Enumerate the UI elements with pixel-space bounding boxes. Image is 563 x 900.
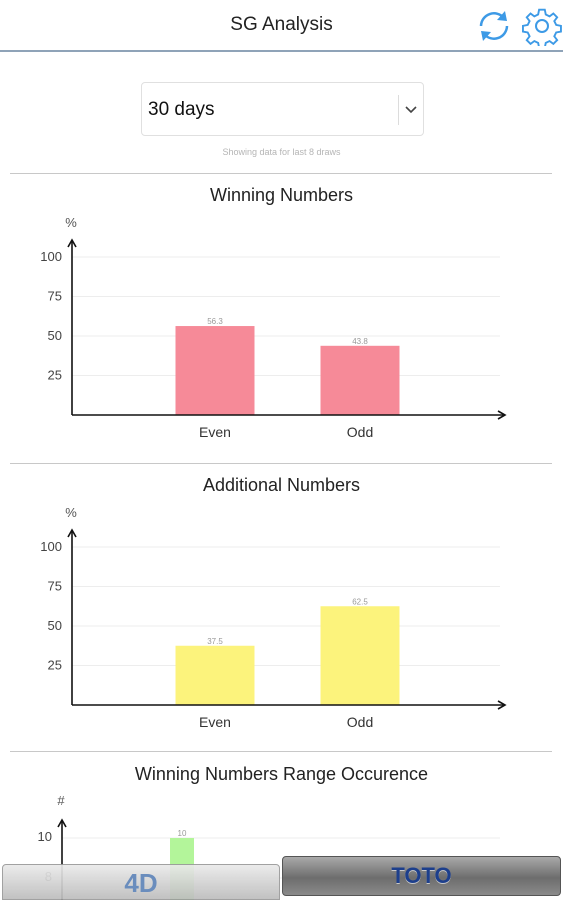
section-title-winning: Winning Numbers bbox=[209, 185, 354, 205]
y-tick-label: 75 bbox=[48, 289, 62, 304]
y-axis-arrow bbox=[57, 818, 67, 828]
chevron-down-icon bbox=[400, 101, 422, 119]
y-axis-arrow bbox=[67, 238, 77, 248]
data-label: 62.5 bbox=[352, 597, 368, 606]
x-tick-label: Even bbox=[199, 424, 231, 440]
section-title-range: Winning Numbers Range Occurence bbox=[134, 764, 429, 784]
x-tick-label: Odd bbox=[347, 424, 373, 440]
y-tick-label: 100 bbox=[40, 249, 62, 264]
period-select-value: 30 days bbox=[148, 99, 215, 120]
data-label: 37.5 bbox=[207, 637, 223, 646]
y-tick-label: 25 bbox=[48, 368, 62, 383]
y-axis-label: % bbox=[65, 215, 77, 230]
y-tick-label: 100 bbox=[40, 539, 62, 554]
gear-icon[interactable] bbox=[522, 6, 562, 49]
x-axis-arrow bbox=[497, 410, 507, 420]
y-tick-label: 50 bbox=[48, 328, 62, 343]
data-label: 10 bbox=[178, 829, 187, 838]
y-tick-label: 10 bbox=[38, 829, 52, 844]
app-title: SG Analysis bbox=[230, 14, 333, 35]
data-range-note: Showing data for last 8 draws bbox=[222, 147, 341, 157]
section-divider bbox=[10, 173, 552, 174]
refresh-icon[interactable] bbox=[474, 6, 514, 46]
y-axis-label: % bbox=[65, 505, 77, 520]
y-tick-label: 75 bbox=[48, 579, 62, 594]
section-title-additional: Additional Numbers bbox=[202, 475, 361, 495]
app-header: SG Analysis bbox=[0, 0, 563, 52]
x-tick-label: Even bbox=[199, 714, 231, 730]
section-divider bbox=[10, 463, 552, 464]
chart-additional-numbers: 25 50 75 100% 37.5 Even 62.5 Odd bbox=[0, 500, 563, 735]
bar-even bbox=[175, 326, 255, 415]
tab-4d[interactable]: 4D bbox=[2, 864, 280, 900]
data-label: 43.8 bbox=[352, 337, 368, 346]
section-divider bbox=[10, 751, 552, 752]
bottom-tab-bar: 4D TOTO bbox=[0, 856, 563, 900]
period-select[interactable]: 30 days bbox=[141, 82, 424, 136]
bar-odd bbox=[320, 345, 400, 415]
select-separator bbox=[398, 95, 399, 125]
chart-additional-svg: 25 50 75 100% 37.5 Even 62.5 Odd bbox=[40, 505, 507, 730]
bar-even bbox=[175, 645, 255, 705]
y-tick-label: 50 bbox=[48, 618, 62, 633]
chart-winning-numbers: 25 50 75 100% 56.3 Even 43.8 Odd bbox=[0, 210, 563, 445]
y-axis-label: # bbox=[57, 793, 65, 808]
bar-odd bbox=[320, 606, 400, 705]
x-tick-label: Odd bbox=[347, 714, 373, 730]
tab-toto[interactable]: TOTO bbox=[282, 856, 561, 896]
y-tick-label: 25 bbox=[48, 658, 62, 673]
data-label: 56.3 bbox=[207, 317, 223, 326]
y-axis-arrow bbox=[67, 528, 77, 538]
x-axis-arrow bbox=[497, 700, 507, 710]
chart-winning-svg: 25 50 75 100% 56.3 Even 43.8 Odd bbox=[40, 215, 507, 440]
